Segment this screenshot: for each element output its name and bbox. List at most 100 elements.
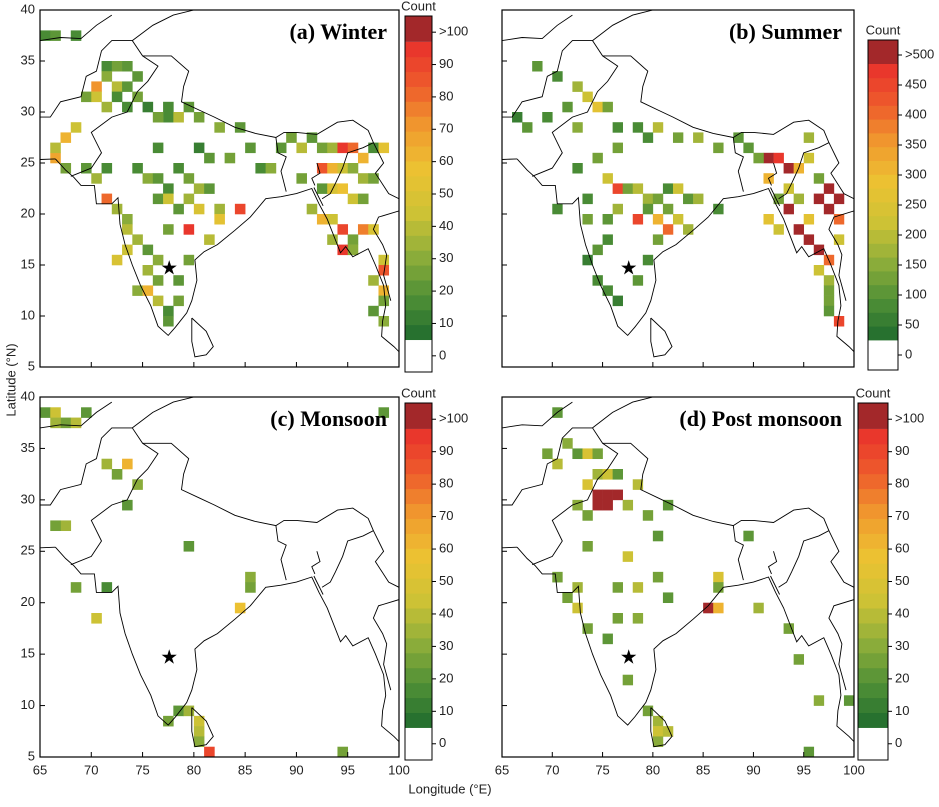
coastline bbox=[602, 442, 830, 588]
colorbar: Count 0 10 20 30 40 50 60 70 80 90 >100 bbox=[401, 385, 468, 761]
colorbar-tick-label: 0 bbox=[439, 347, 446, 362]
coastline bbox=[40, 158, 56, 160]
grid-cell bbox=[50, 407, 61, 418]
coastline bbox=[767, 162, 778, 186]
coastline bbox=[40, 14, 113, 42]
grid-cell bbox=[337, 746, 349, 757]
colorbar-step bbox=[405, 190, 432, 207]
grid-cell bbox=[327, 142, 338, 154]
grid-cell bbox=[245, 571, 256, 583]
grid-cell bbox=[183, 254, 195, 266]
grid-cell bbox=[245, 142, 256, 154]
grid-cell bbox=[193, 715, 205, 727]
grid-cell bbox=[265, 163, 277, 174]
grid-cell bbox=[713, 582, 724, 593]
grid-cell bbox=[592, 469, 603, 480]
site-star bbox=[621, 260, 637, 275]
grid-cell bbox=[823, 285, 835, 296]
grid-cell bbox=[163, 112, 174, 123]
colorbar-step bbox=[868, 64, 898, 79]
grid-cell bbox=[803, 152, 815, 164]
colorbar-step bbox=[405, 563, 432, 579]
grid-cell bbox=[703, 602, 714, 614]
colorbar-step bbox=[858, 608, 888, 624]
plot-area bbox=[40, 10, 399, 358]
colorbar-zero bbox=[858, 727, 888, 760]
colorbar-step bbox=[858, 593, 888, 609]
grid-cell bbox=[368, 275, 379, 286]
grid-cell bbox=[572, 122, 583, 133]
grid-cell bbox=[347, 244, 359, 256]
grid-cell bbox=[783, 203, 794, 215]
colorbar-step bbox=[868, 215, 898, 230]
grid-cell bbox=[163, 183, 174, 194]
grid-cell bbox=[296, 142, 307, 154]
grid-cell bbox=[592, 101, 603, 113]
colorbar-tick-label: 350 bbox=[905, 136, 927, 151]
grid-cell bbox=[612, 142, 623, 154]
grid-cell bbox=[327, 234, 338, 245]
colorbar-step bbox=[405, 428, 432, 445]
grid-cell bbox=[111, 81, 123, 92]
grid-cell bbox=[347, 163, 359, 174]
colorbar-tick-label: 90 bbox=[439, 56, 453, 71]
panel-frame bbox=[501, 396, 855, 758]
colorbar-tick-label: >100 bbox=[439, 24, 468, 39]
grid-cell bbox=[152, 295, 164, 307]
grid-cell bbox=[602, 489, 613, 501]
colorbar-tick-label: 10 bbox=[895, 703, 909, 718]
grid-cell bbox=[662, 203, 674, 215]
grid-cell bbox=[793, 224, 805, 235]
colorbar-step bbox=[405, 488, 432, 505]
grid-cell bbox=[552, 458, 563, 470]
colorbar-tick-label: 200 bbox=[905, 226, 927, 241]
grid-cell bbox=[101, 101, 113, 113]
colorbar-step bbox=[405, 131, 432, 147]
grid-cell bbox=[582, 479, 593, 490]
grid-cell bbox=[193, 112, 205, 123]
grid-cell bbox=[552, 571, 563, 583]
plot-area bbox=[502, 10, 854, 358]
colorbar-step bbox=[858, 533, 888, 549]
coastline bbox=[275, 137, 287, 192]
grid-cell bbox=[672, 214, 684, 225]
grid-cell bbox=[783, 163, 794, 174]
colorbar-step bbox=[868, 229, 898, 244]
colorbar-tick-label: 150 bbox=[905, 256, 927, 271]
grid-cell bbox=[193, 203, 205, 215]
coastline bbox=[516, 546, 854, 742]
x-tick-label: 95 bbox=[796, 762, 810, 777]
coastline bbox=[516, 158, 854, 353]
colorbar-step bbox=[858, 488, 888, 505]
grid-cell bbox=[823, 203, 835, 215]
grid-cell bbox=[572, 499, 583, 511]
grid-cell bbox=[532, 61, 543, 72]
y-tick-label: 35 bbox=[21, 440, 35, 455]
grid-cell bbox=[378, 142, 390, 154]
grid-cell bbox=[642, 510, 654, 521]
colorbar-step bbox=[858, 652, 888, 669]
grid-cell bbox=[81, 163, 92, 174]
coastline bbox=[770, 187, 781, 207]
panel-title: (b) Summer bbox=[729, 19, 842, 44]
grid-cell bbox=[101, 61, 113, 72]
grid-cell bbox=[132, 234, 143, 245]
grid-cell bbox=[672, 183, 684, 194]
colorbar-step bbox=[405, 235, 432, 251]
colorbar-tick-label: 90 bbox=[895, 443, 909, 458]
grid-cell bbox=[662, 592, 674, 604]
grid-cell bbox=[91, 81, 102, 92]
grid-cell bbox=[204, 746, 215, 757]
grid-cell bbox=[163, 305, 174, 317]
grid-cell bbox=[813, 695, 825, 706]
grid-cell bbox=[101, 582, 113, 593]
grid-cell bbox=[823, 275, 835, 286]
grid-cell bbox=[602, 499, 613, 511]
grid-cell bbox=[101, 163, 113, 174]
colorbar-tick-label: 40 bbox=[439, 218, 453, 233]
grid-cell bbox=[132, 479, 143, 490]
grid-cell bbox=[111, 469, 123, 480]
colorbar-step bbox=[405, 280, 432, 296]
colorbar-step bbox=[405, 518, 432, 534]
colorbar-tick-label: 10 bbox=[439, 703, 453, 718]
